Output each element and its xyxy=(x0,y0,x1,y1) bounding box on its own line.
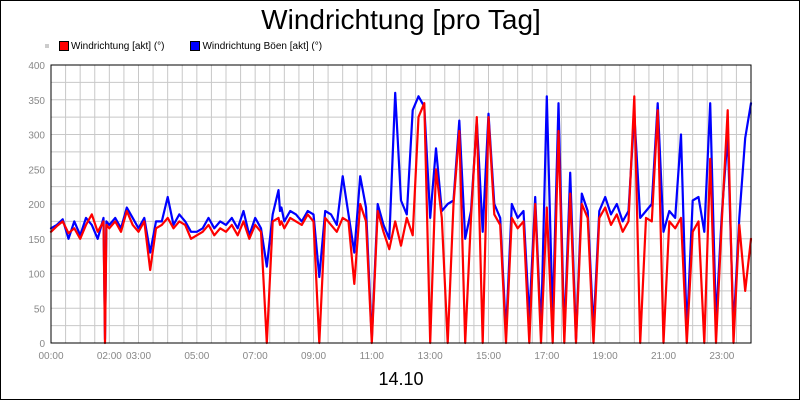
x-tick-label: 00:00 xyxy=(38,351,63,362)
x-tick-label: 15:00 xyxy=(476,351,501,362)
legend-item-gust-direction: Windrichtung Böen [akt] (°) xyxy=(190,41,322,52)
y-tick-label: 400 xyxy=(28,61,45,72)
x-tick-label: 19:00 xyxy=(593,351,618,362)
chart-title: Windrichtung [pro Tag] xyxy=(261,4,541,35)
plot-border xyxy=(50,64,752,344)
y-tick-label: 100 xyxy=(28,270,45,281)
legend-label-gust-direction: Windrichtung Böen [akt] (°) xyxy=(202,40,323,52)
x-tick-label: 05:00 xyxy=(184,351,209,362)
x-axis-date-label: 14.10 xyxy=(378,369,424,389)
x-tick-label: 17:00 xyxy=(534,351,559,362)
legend-swatch-red xyxy=(59,41,69,51)
y-tick-label: 150 xyxy=(28,235,45,246)
x-tick-label: 07:00 xyxy=(243,351,268,362)
legend: Windrichtung [akt] (°) Windrichtung Böen… xyxy=(45,39,348,53)
x-tick-label: 11:00 xyxy=(360,351,385,362)
x-tick-label: 13:00 xyxy=(418,351,443,362)
y-tick-label: 0 xyxy=(39,339,45,350)
x-tick-label: 09:00 xyxy=(301,351,326,362)
legend-label-wind-direction: Windrichtung [akt] (°) xyxy=(71,40,165,52)
y-tick-label: 200 xyxy=(28,200,45,211)
y-tick-label: 350 xyxy=(28,96,45,107)
x-tick-label: 23:00 xyxy=(709,351,734,362)
legend-swatch-blue xyxy=(190,41,201,51)
x-tick-label: 03:00 xyxy=(126,351,151,362)
series-line-wind-direction xyxy=(49,95,753,345)
legend-marker-dot xyxy=(45,44,49,48)
y-tick-label: 300 xyxy=(28,131,45,142)
x-tick-label: 02:00 xyxy=(97,351,122,362)
y-tick-label: 250 xyxy=(28,165,45,176)
legend-item-wind-direction: Windrichtung [akt] (°) xyxy=(59,41,164,52)
x-tick-label: 21:00 xyxy=(651,351,676,362)
y-tick-label: 50 xyxy=(34,304,46,315)
